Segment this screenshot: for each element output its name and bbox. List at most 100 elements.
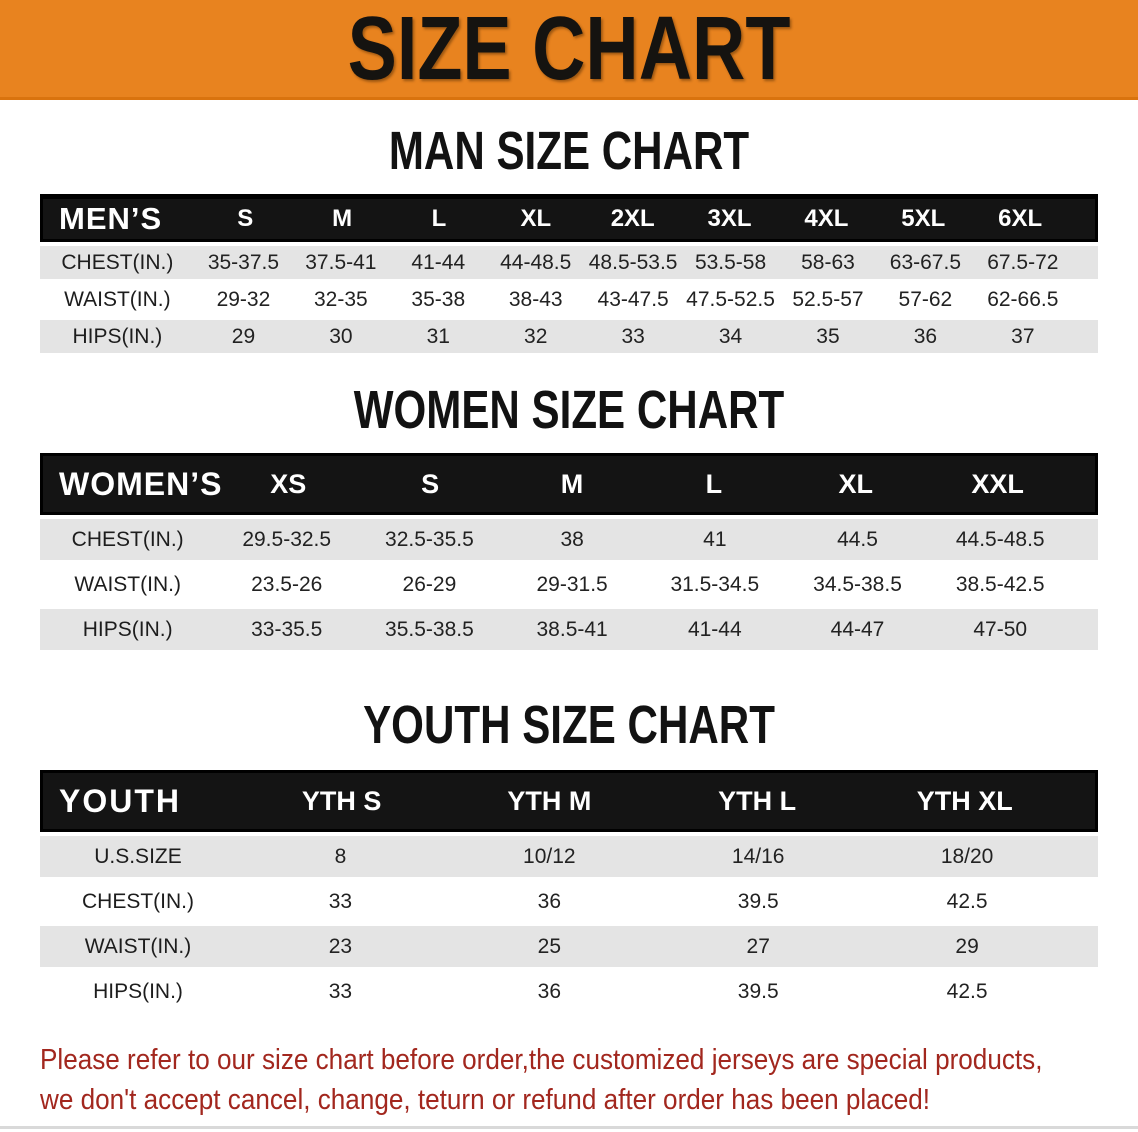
row-label-cell: CHEST(IN.) — [71, 527, 184, 551]
size-value-cell: 35 — [816, 324, 840, 348]
size-value-cell: 44.5 — [837, 527, 878, 551]
column-header-cell: XXL — [971, 468, 1024, 499]
column-header-cell: 4XL — [804, 205, 849, 232]
womens-size-table: WOMEN’S XS S M L XL XXL CHEST(IN.) 29.5-32.5 32.5… — [40, 453, 1098, 650]
size-value-cell: 29-32 — [216, 287, 271, 311]
size-value-cell: 32-35 — [314, 287, 368, 311]
column-header-cell: 3XL — [707, 205, 752, 232]
size-value-cell: 47-50 — [973, 617, 1028, 641]
size-value-cell: 58-63 — [801, 250, 855, 274]
size-value-cell: 34 — [718, 324, 743, 348]
size-value-cell: 23.5-26 — [251, 572, 323, 596]
size-value-cell: 8 — [334, 844, 347, 868]
table-header-row: MEN’S S M L XL 2XL 3XL 4XL 5XL 6XL — [40, 194, 1098, 242]
size-value-cell: 29-31.5 — [536, 572, 608, 596]
size-value-cell: 57-62 — [898, 287, 953, 311]
column-header-cell: YTH M — [507, 785, 592, 816]
column-header-cell: 6XL — [998, 205, 1043, 232]
size-value-cell: 32 — [524, 324, 548, 348]
footnote-line-2: we don't accept cancel, change, teturn o… — [40, 1084, 931, 1116]
size-value-cell: 29 — [955, 934, 979, 958]
table-header-label: MEN’S — [59, 201, 163, 236]
column-header-cell: 5XL — [901, 205, 946, 232]
column-header-cell: 2XL — [610, 205, 655, 232]
size-value-cell: 67.5-72 — [987, 250, 1059, 274]
size-value-cell: 44.5-48.5 — [955, 527, 1045, 551]
size-value-cell: 36 — [537, 889, 561, 913]
size-value-cell: 18/20 — [940, 844, 994, 868]
row-label-cell: WAIST(IN.) — [84, 934, 192, 958]
size-value-cell: 29 — [231, 324, 256, 348]
size-value-cell: 25 — [537, 934, 561, 958]
size-value-cell: 14/16 — [731, 844, 785, 868]
man-section-heading: MAN SIZE CHART — [0, 124, 1138, 178]
table-row: WAIST(IN.) 23.5-26 26-29 29-31.5 31.5-34.5 34… — [40, 564, 1098, 605]
table-row: HIPS(IN.) 29 30 31 32 33 34 35 36 37 — [40, 320, 1098, 353]
table-row: CHEST(IN.) 33 36 39.5 42.5 — [40, 881, 1098, 922]
size-value-cell: 38.5-41 — [536, 617, 608, 641]
bottom-divider — [0, 1126, 1138, 1129]
table-row: HIPS(IN.) 33-35.5 35.5-38.5 38.5-41 41-44 44-… — [40, 609, 1098, 650]
size-value-cell: 48.5-53.5 — [588, 250, 678, 274]
size-value-cell: 35-38 — [411, 287, 466, 311]
size-value-cell: 41-44 — [411, 250, 466, 274]
table-row: HIPS(IN.) 33 36 39.5 42.5 — [40, 971, 1098, 1012]
youth-heading-text: YOUTH SIZE CHART — [363, 695, 775, 755]
size-value-cell: 53.5-58 — [694, 250, 767, 274]
size-value-cell: 38 — [560, 527, 584, 551]
table-header-label: YOUTH — [59, 782, 181, 819]
size-value-cell: 38.5-42.5 — [955, 572, 1045, 596]
size-value-cell: 33 — [328, 889, 353, 913]
column-header-cell: M — [560, 468, 584, 499]
table-row: U.S.SIZE 8 10/12 14/16 18/20 — [40, 836, 1098, 877]
size-value-cell: 44-47 — [830, 617, 885, 641]
size-value-cell: 10/12 — [523, 844, 576, 868]
size-value-cell: 35-37.5 — [207, 250, 280, 274]
row-label-cell: HIPS(IN.) — [93, 979, 183, 1003]
row-label-cell: U.S.SIZE — [94, 844, 182, 868]
column-header-cell: YTH XL — [916, 785, 1013, 816]
women-heading-text: WOMEN SIZE CHART — [353, 380, 785, 440]
size-value-cell: 39.5 — [737, 889, 779, 913]
size-value-cell: 37 — [1011, 324, 1035, 348]
row-label-cell: HIPS(IN.) — [72, 324, 163, 348]
size-value-cell: 41-44 — [687, 617, 742, 641]
row-label-cell: CHEST(IN.) — [81, 889, 194, 913]
size-value-cell: 52.5-57 — [792, 287, 864, 311]
size-value-cell: 31 — [426, 324, 450, 348]
column-header-cell: XS — [270, 468, 307, 499]
table-row: CHEST(IN.) 35-37.5 37.5-41 41-44 44-48.5 48.5… — [40, 246, 1098, 279]
youth-section-heading: YOUTH SIZE CHART — [0, 695, 1138, 755]
size-value-cell: 32.5-35.5 — [385, 527, 474, 551]
size-value-cell: 42.5 — [946, 889, 988, 913]
column-header-cell: M — [332, 205, 353, 232]
size-value-cell: 34.5-38.5 — [813, 572, 902, 596]
size-value-cell: 37.5-41 — [305, 250, 377, 274]
mens-size-table: MEN’S S M L XL 2XL 3XL 4XL 5XL 6XL CHEST(IN.) 35-37… — [40, 194, 1098, 353]
table-header-row: WOMEN’S XS S M L XL XXL — [40, 453, 1098, 515]
size-value-cell: 44-48.5 — [500, 250, 572, 274]
size-value-cell: 39.5 — [737, 979, 779, 1003]
size-value-cell: 41 — [703, 527, 727, 551]
table-header-row: YOUTH YTH S YTH M YTH L YTH XL — [40, 770, 1098, 832]
size-value-cell: 38-43 — [508, 287, 563, 311]
size-value-cell: 62-66.5 — [987, 287, 1059, 311]
column-header-cell: L — [431, 205, 447, 232]
women-section-heading: WOMEN SIZE CHART — [0, 380, 1138, 440]
size-chart-banner: SIZE CHART — [0, 0, 1138, 100]
size-value-cell: 47.5-52.5 — [686, 287, 775, 311]
row-label-cell: WAIST(IN.) — [64, 287, 171, 311]
column-header-cell: L — [705, 468, 723, 499]
size-value-cell: 33 — [621, 324, 645, 348]
size-value-cell: 27 — [746, 934, 770, 958]
column-header-cell: S — [237, 205, 254, 232]
column-header-cell: XL — [838, 468, 874, 499]
size-value-cell: 30 — [329, 324, 353, 348]
column-header-cell: XL — [520, 205, 552, 232]
footnote-line-1: Please refer to our size chart before or… — [40, 1044, 1043, 1076]
row-label-cell: CHEST(IN.) — [61, 250, 174, 274]
size-value-cell: 33-35.5 — [251, 617, 323, 641]
size-value-cell: 33 — [328, 979, 353, 1003]
size-value-cell: 36 — [913, 324, 938, 348]
size-value-cell: 31.5-34.5 — [670, 572, 760, 596]
